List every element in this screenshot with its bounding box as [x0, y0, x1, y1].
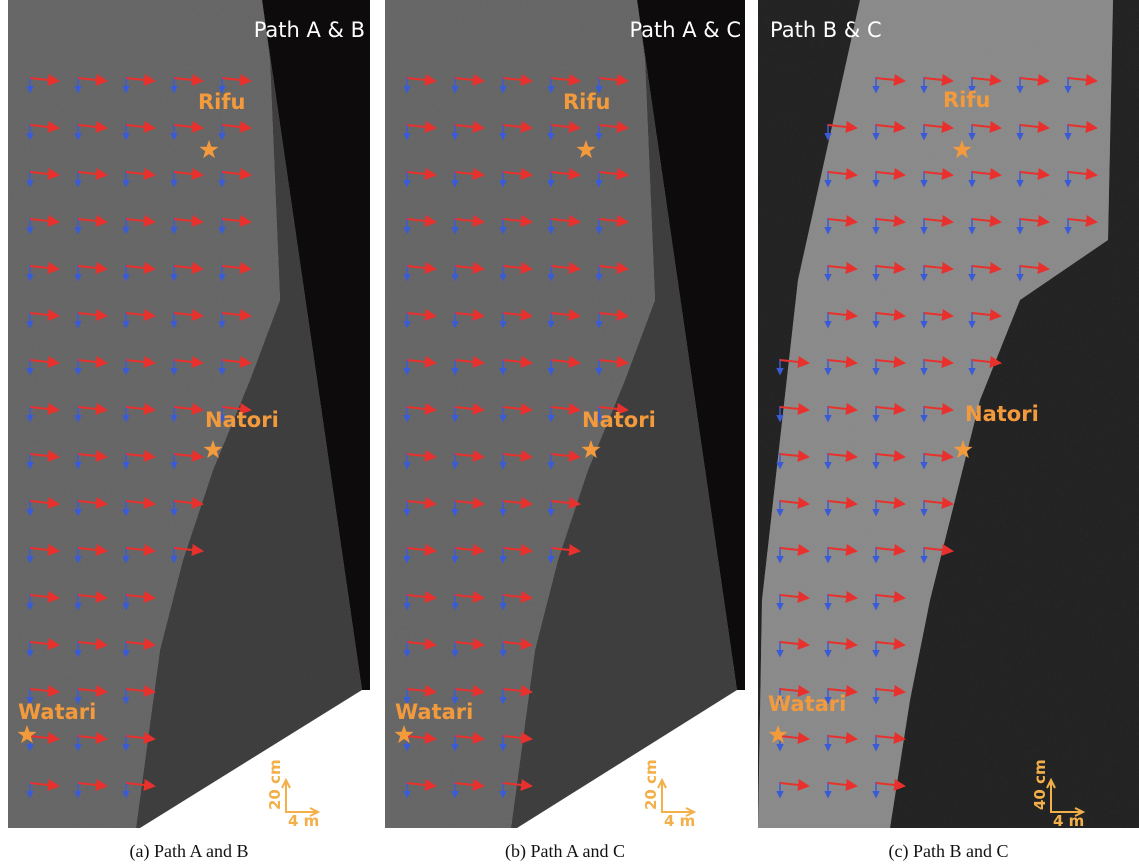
place-label: Rifu	[198, 90, 245, 114]
place-label: Watari	[18, 700, 96, 724]
panel: Path B & C Rifu Natori Watari 40 cm4 m (c) Pa…	[758, 0, 1139, 862]
scale-horizontal-label: 4 m	[664, 812, 695, 830]
panel-title: Path A & B	[254, 18, 365, 42]
scale-horizontal-label: 4 m	[1053, 812, 1084, 830]
place-label: Watari	[768, 692, 846, 716]
panel: Path A & B Rifu Natori Watari 20 cm4 m (a) Pa…	[8, 0, 370, 862]
scale-vertical-label: 20 cm	[642, 759, 660, 810]
panel-caption: (c) Path B and C	[889, 841, 1009, 862]
panel-title: Path A & C	[629, 18, 741, 42]
panel-caption: (b) Path A and C	[505, 841, 625, 862]
scale-vertical-label: 40 cm	[1031, 759, 1049, 810]
place-label: Natori	[965, 402, 1039, 426]
panel-caption: (a) Path A and B	[130, 841, 249, 862]
place-label: Natori	[582, 408, 656, 432]
panel: Path A & C Rifu Natori Watari 20 cm4 m (b) Pa…	[385, 0, 745, 862]
figure: Path A & BRifuNatoriWatari20 cm4 m(a) Pa…	[0, 0, 1139, 865]
place-label: Watari	[395, 700, 473, 724]
place-label: Rifu	[943, 88, 990, 112]
panel-title: Path B & C	[770, 18, 882, 42]
scale-horizontal-label: 4 m	[288, 812, 319, 830]
place-label: Natori	[205, 408, 279, 432]
place-label: Rifu	[563, 90, 610, 114]
scale-vertical-label: 20 cm	[266, 759, 284, 810]
